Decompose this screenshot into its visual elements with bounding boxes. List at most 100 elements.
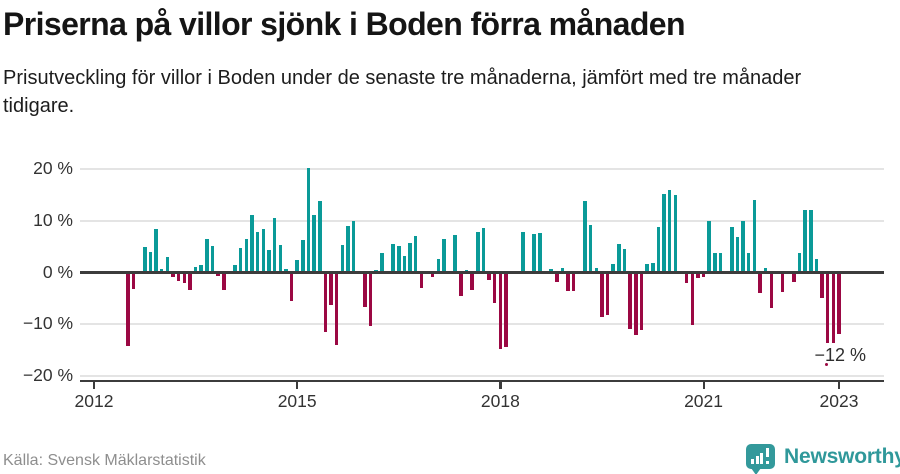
- last-value-label: −12 %: [814, 345, 866, 365]
- bar-month: [470, 272, 474, 290]
- bar-month: [696, 272, 700, 278]
- bar-month: [171, 272, 175, 278]
- bar-month: [673, 194, 678, 273]
- bar-month: [611, 263, 615, 273]
- bar-month: [278, 245, 282, 273]
- bar-month: [780, 272, 785, 293]
- bar-month: [312, 215, 316, 273]
- bar-month: [143, 247, 147, 273]
- bar-month: [628, 272, 632, 330]
- bar-month: [210, 246, 215, 273]
- bar-month: [707, 220, 711, 273]
- icon-exclamation-dot: [765, 461, 769, 464]
- bar-month: [639, 272, 644, 331]
- bar-month: [594, 268, 599, 273]
- bar-month: [244, 238, 249, 273]
- bar-month: [532, 233, 536, 273]
- bar-month: [301, 239, 305, 273]
- bar-month: [205, 239, 209, 273]
- bar-month: [397, 245, 401, 273]
- bar-month: [453, 235, 457, 273]
- bar-month: [199, 265, 203, 273]
- bar-month: [459, 272, 463, 297]
- bar-month: [368, 272, 373, 327]
- bar-month: [651, 263, 655, 273]
- bar-month: [222, 272, 226, 291]
- x-axis-tick: [702, 382, 705, 389]
- bar-month: [402, 256, 407, 273]
- bar-month: [803, 209, 807, 273]
- bar-month: [735, 237, 740, 273]
- bar-month: [126, 272, 130, 347]
- bar-month: [797, 252, 802, 273]
- bar-month: [487, 272, 491, 280]
- bar-month: [837, 272, 841, 335]
- x-axis-tick: [93, 382, 96, 389]
- bar-month: [690, 272, 694, 325]
- bar-month: [492, 272, 497, 303]
- bar-month: [617, 244, 621, 273]
- bar-month: [391, 243, 395, 273]
- bar-month: [831, 272, 836, 344]
- bar-month: [346, 225, 350, 273]
- bar-month: [413, 236, 418, 273]
- bar-month: [656, 227, 661, 273]
- bar-month: [340, 244, 345, 273]
- bar-month: [289, 272, 294, 301]
- x-tick-label: 2015: [277, 391, 317, 411]
- bar-month: [295, 259, 299, 273]
- bar-month: [250, 215, 254, 273]
- bar-month: [566, 272, 570, 291]
- bar-month: [549, 269, 553, 273]
- bar-month: [154, 229, 158, 273]
- bar-month: [752, 199, 757, 273]
- bar-month: [165, 256, 170, 273]
- bar-month: [605, 272, 610, 316]
- bar-month: [148, 252, 153, 273]
- bar-month: [272, 217, 277, 273]
- gridline: [80, 168, 884, 170]
- bar-month: [521, 232, 525, 273]
- bar-month: [814, 258, 819, 273]
- x-axis-tick: [296, 382, 299, 389]
- bar-month: [588, 225, 593, 273]
- bar-month: [718, 253, 723, 273]
- bar-month: [476, 232, 480, 273]
- bar-month: [363, 272, 367, 308]
- bar-month: [334, 272, 339, 345]
- x-axis-tick: [499, 382, 502, 389]
- bar-month: [176, 272, 181, 281]
- bar-month: [504, 272, 508, 348]
- x-tick-label: 2021: [684, 391, 724, 411]
- bar-month: [351, 220, 356, 273]
- bar-month: [284, 269, 288, 273]
- bar-month: [792, 272, 796, 283]
- bar-month: [193, 266, 198, 273]
- bar-month: [233, 264, 237, 273]
- bar-month: [436, 258, 441, 273]
- zero-baseline: [80, 271, 884, 274]
- bar-month: [741, 221, 745, 273]
- source-note: Källa: Svensk Mäklarstatistik: [3, 452, 206, 469]
- brand-name: Newsworthy: [784, 445, 900, 468]
- bar-month: [820, 272, 824, 298]
- bar-month: [538, 232, 542, 273]
- bar-month: [622, 248, 627, 273]
- bar-month: [464, 270, 469, 273]
- bar-month: [306, 167, 311, 273]
- gridline: [80, 219, 884, 222]
- x-axis-line: [80, 379, 884, 383]
- chart-subtitle: Prisutveckling för villor i Boden under …: [3, 67, 802, 117]
- y-tick-label: 0 %: [42, 261, 73, 282]
- bar-month: [481, 228, 486, 273]
- bar-month: [809, 209, 813, 273]
- bar-month: [374, 270, 378, 273]
- newsworthy-bubble-chart-icon: [746, 444, 775, 474]
- y-tick-label: −20 %: [22, 365, 73, 386]
- bar-month: [216, 272, 220, 276]
- bar-month: [323, 272, 328, 333]
- bar-month: [380, 253, 384, 273]
- bar-month: [730, 227, 734, 273]
- bar-month: [329, 272, 333, 306]
